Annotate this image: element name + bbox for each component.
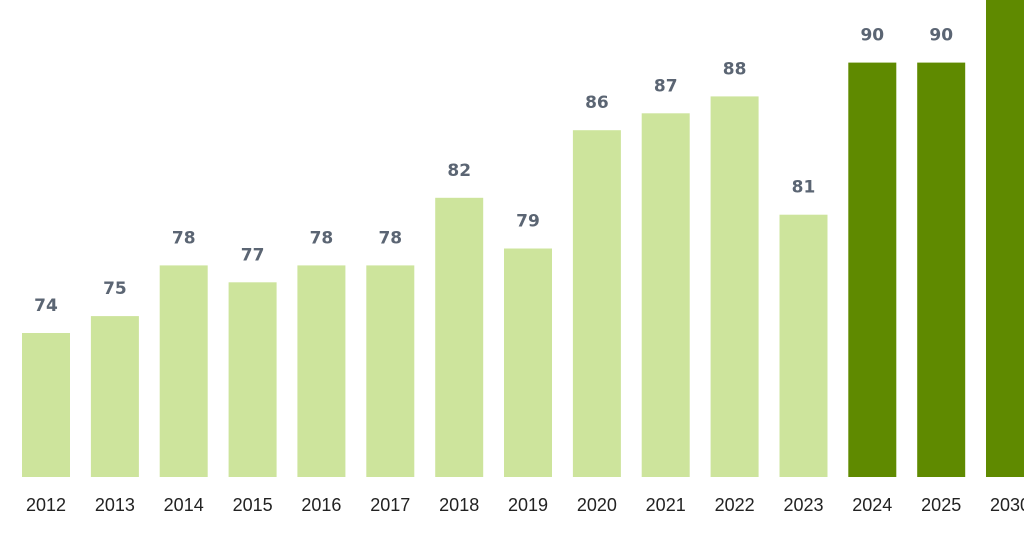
value-label-2015: 77	[241, 245, 265, 265]
x-tick-label-2030: 2030	[990, 495, 1024, 515]
value-label-2025: 90	[929, 26, 953, 46]
value-label-2013: 75	[103, 279, 127, 299]
value-label-2022: 88	[723, 59, 747, 79]
x-tick-label-2025: 2025	[921, 495, 961, 515]
bar-2023	[779, 214, 828, 477]
bar-2014	[159, 265, 208, 477]
value-label-2018: 82	[447, 161, 471, 181]
x-tick-label-2022: 2022	[715, 495, 755, 515]
x-tick-label-2019: 2019	[508, 495, 548, 515]
x-tick-label-2015: 2015	[233, 495, 273, 515]
bar-2025	[917, 62, 966, 477]
x-tick-label-2020: 2020	[577, 495, 617, 515]
x-tick-label-2014: 2014	[164, 495, 204, 515]
value-label-2017: 78	[378, 228, 402, 248]
bar-2030	[986, 0, 1024, 477]
bar-2015	[228, 282, 277, 477]
x-tick-label-2017: 2017	[370, 495, 410, 515]
bar-2022	[710, 96, 759, 478]
value-labels-group: 747578777878827986878881909095	[34, 26, 953, 316]
bar-2013	[90, 316, 139, 477]
value-label-2012: 74	[34, 296, 58, 316]
value-label-2024: 90	[860, 26, 884, 46]
bar-2024	[848, 62, 897, 477]
x-tick-label-2018: 2018	[439, 495, 479, 515]
bar-2012	[22, 333, 70, 477]
x-tick-label-2013: 2013	[95, 495, 135, 515]
value-label-2023: 81	[792, 178, 816, 198]
value-label-2020: 86	[585, 93, 609, 113]
bar-2018	[435, 197, 484, 478]
x-tick-label-2021: 2021	[646, 495, 686, 515]
x-tick-label-2016: 2016	[301, 495, 341, 515]
x-tick-label-2012: 2012	[26, 495, 66, 515]
bars-group	[22, 0, 1024, 478]
value-label-2021: 87	[654, 76, 678, 96]
category-labels-group: 2012 2013 2014 2015 2016 2017 2018 2019 2020 2021…	[26, 495, 1024, 515]
value-label-2014: 78	[172, 228, 196, 248]
bar-2020	[572, 130, 621, 477]
x-tick-label-2023: 2023	[783, 495, 823, 515]
bar-2017	[366, 265, 415, 477]
x-tick-label-2024: 2024	[852, 495, 892, 515]
value-label-2016: 78	[310, 228, 334, 248]
bar-2019	[504, 248, 552, 477]
bar-2021	[641, 113, 690, 478]
bar-2016	[297, 265, 346, 477]
value-label-2019: 79	[516, 212, 540, 232]
